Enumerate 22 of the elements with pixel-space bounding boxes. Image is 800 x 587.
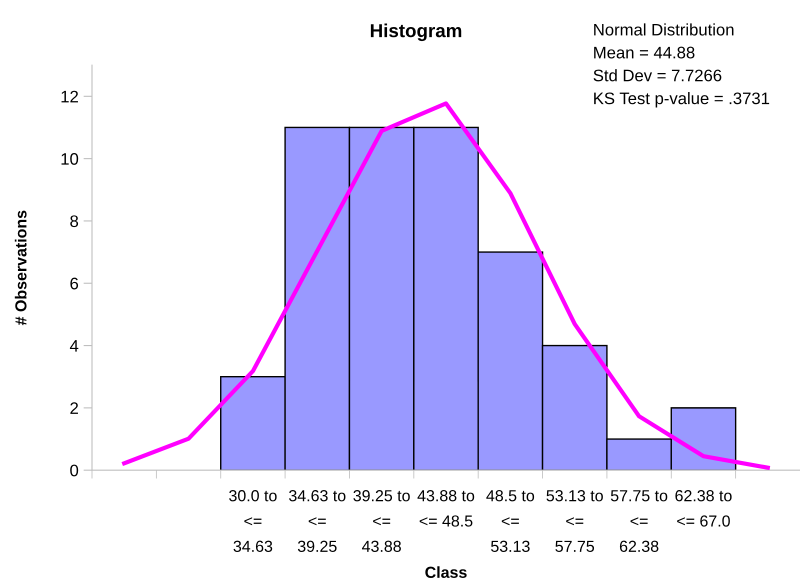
y-tick-label: 10 (62, 153, 78, 165)
x-tick-label: 30.0 to <= 34.63 (229, 490, 277, 552)
y-tick-label: 4 (70, 340, 78, 352)
x-tick-label: 39.25 to <= 43.88 (353, 490, 410, 552)
text: Mean = 44.88 (594, 46, 694, 58)
annotation: Std Dev = 7.7266 (594, 69, 722, 82)
y-tick-label: 12 (62, 90, 78, 102)
annotation: KS Test p-value = .3731 (594, 92, 770, 108)
x-tick-label: 34.63 to <= 39.25 (289, 490, 346, 552)
x-tick-label: 57.75 to <= 62.38 (610, 490, 668, 552)
x-tick-label: 62.38 to <= 67.0 (675, 490, 732, 527)
y-tick-label: 8 (70, 215, 78, 228)
chart-title: Histogram (370, 24, 462, 42)
y-tick-label: 6 (70, 278, 78, 290)
y-tick-label: 2 (70, 402, 78, 414)
text: Normal Distribution (594, 23, 734, 36)
x-tick-label: 43.88 to <= 48.5 (418, 490, 474, 527)
x-tick-label: 48.5 to <= 53.13 (486, 490, 534, 552)
x-tick-label: 53.13 to <= 57.75 (546, 490, 603, 552)
y-tick-label: 0 (70, 464, 78, 476)
x-axis-title: Class (425, 566, 467, 578)
y-axis-title: # Observations (14, 210, 27, 326)
